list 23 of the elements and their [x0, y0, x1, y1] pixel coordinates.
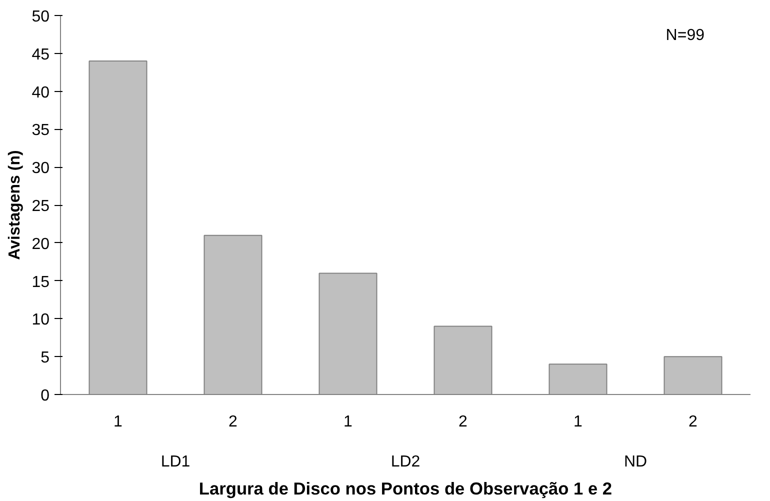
- x-axis-title: Largura de Disco nos Pontos de Observação 1 e 2: [198, 478, 612, 498]
- y-tick-label: 50: [32, 8, 50, 26]
- y-tick-label: 40: [32, 84, 50, 102]
- text: LD1: [160, 454, 190, 470]
- y-tick-label: 25: [32, 198, 50, 215]
- x-tick-label: 1: [574, 414, 583, 430]
- y-tick-label: 45: [32, 46, 50, 64]
- y-tick-label: 35: [32, 122, 50, 140]
- y-axis-title: Avistagens (n): [6, 150, 24, 260]
- y-tick-label: 5: [40, 350, 50, 367]
- y-tick-label: 20: [32, 236, 50, 253]
- y-tick-label: 0: [40, 388, 50, 404]
- y-tick-label: 15: [32, 274, 50, 291]
- x-tick-label: 2: [458, 414, 468, 430]
- text: LD2: [390, 454, 420, 470]
- x-tick-label: 2: [688, 414, 698, 430]
- annotation: N=99: [666, 26, 705, 44]
- text: ND: [624, 454, 648, 470]
- y-tick-label: 30: [32, 160, 50, 178]
- x-tick-label: 1: [344, 414, 353, 430]
- x-tick-label: 2: [228, 414, 238, 430]
- x-tick-label: 1: [114, 414, 123, 430]
- y-tick-label: 10: [32, 312, 50, 329]
